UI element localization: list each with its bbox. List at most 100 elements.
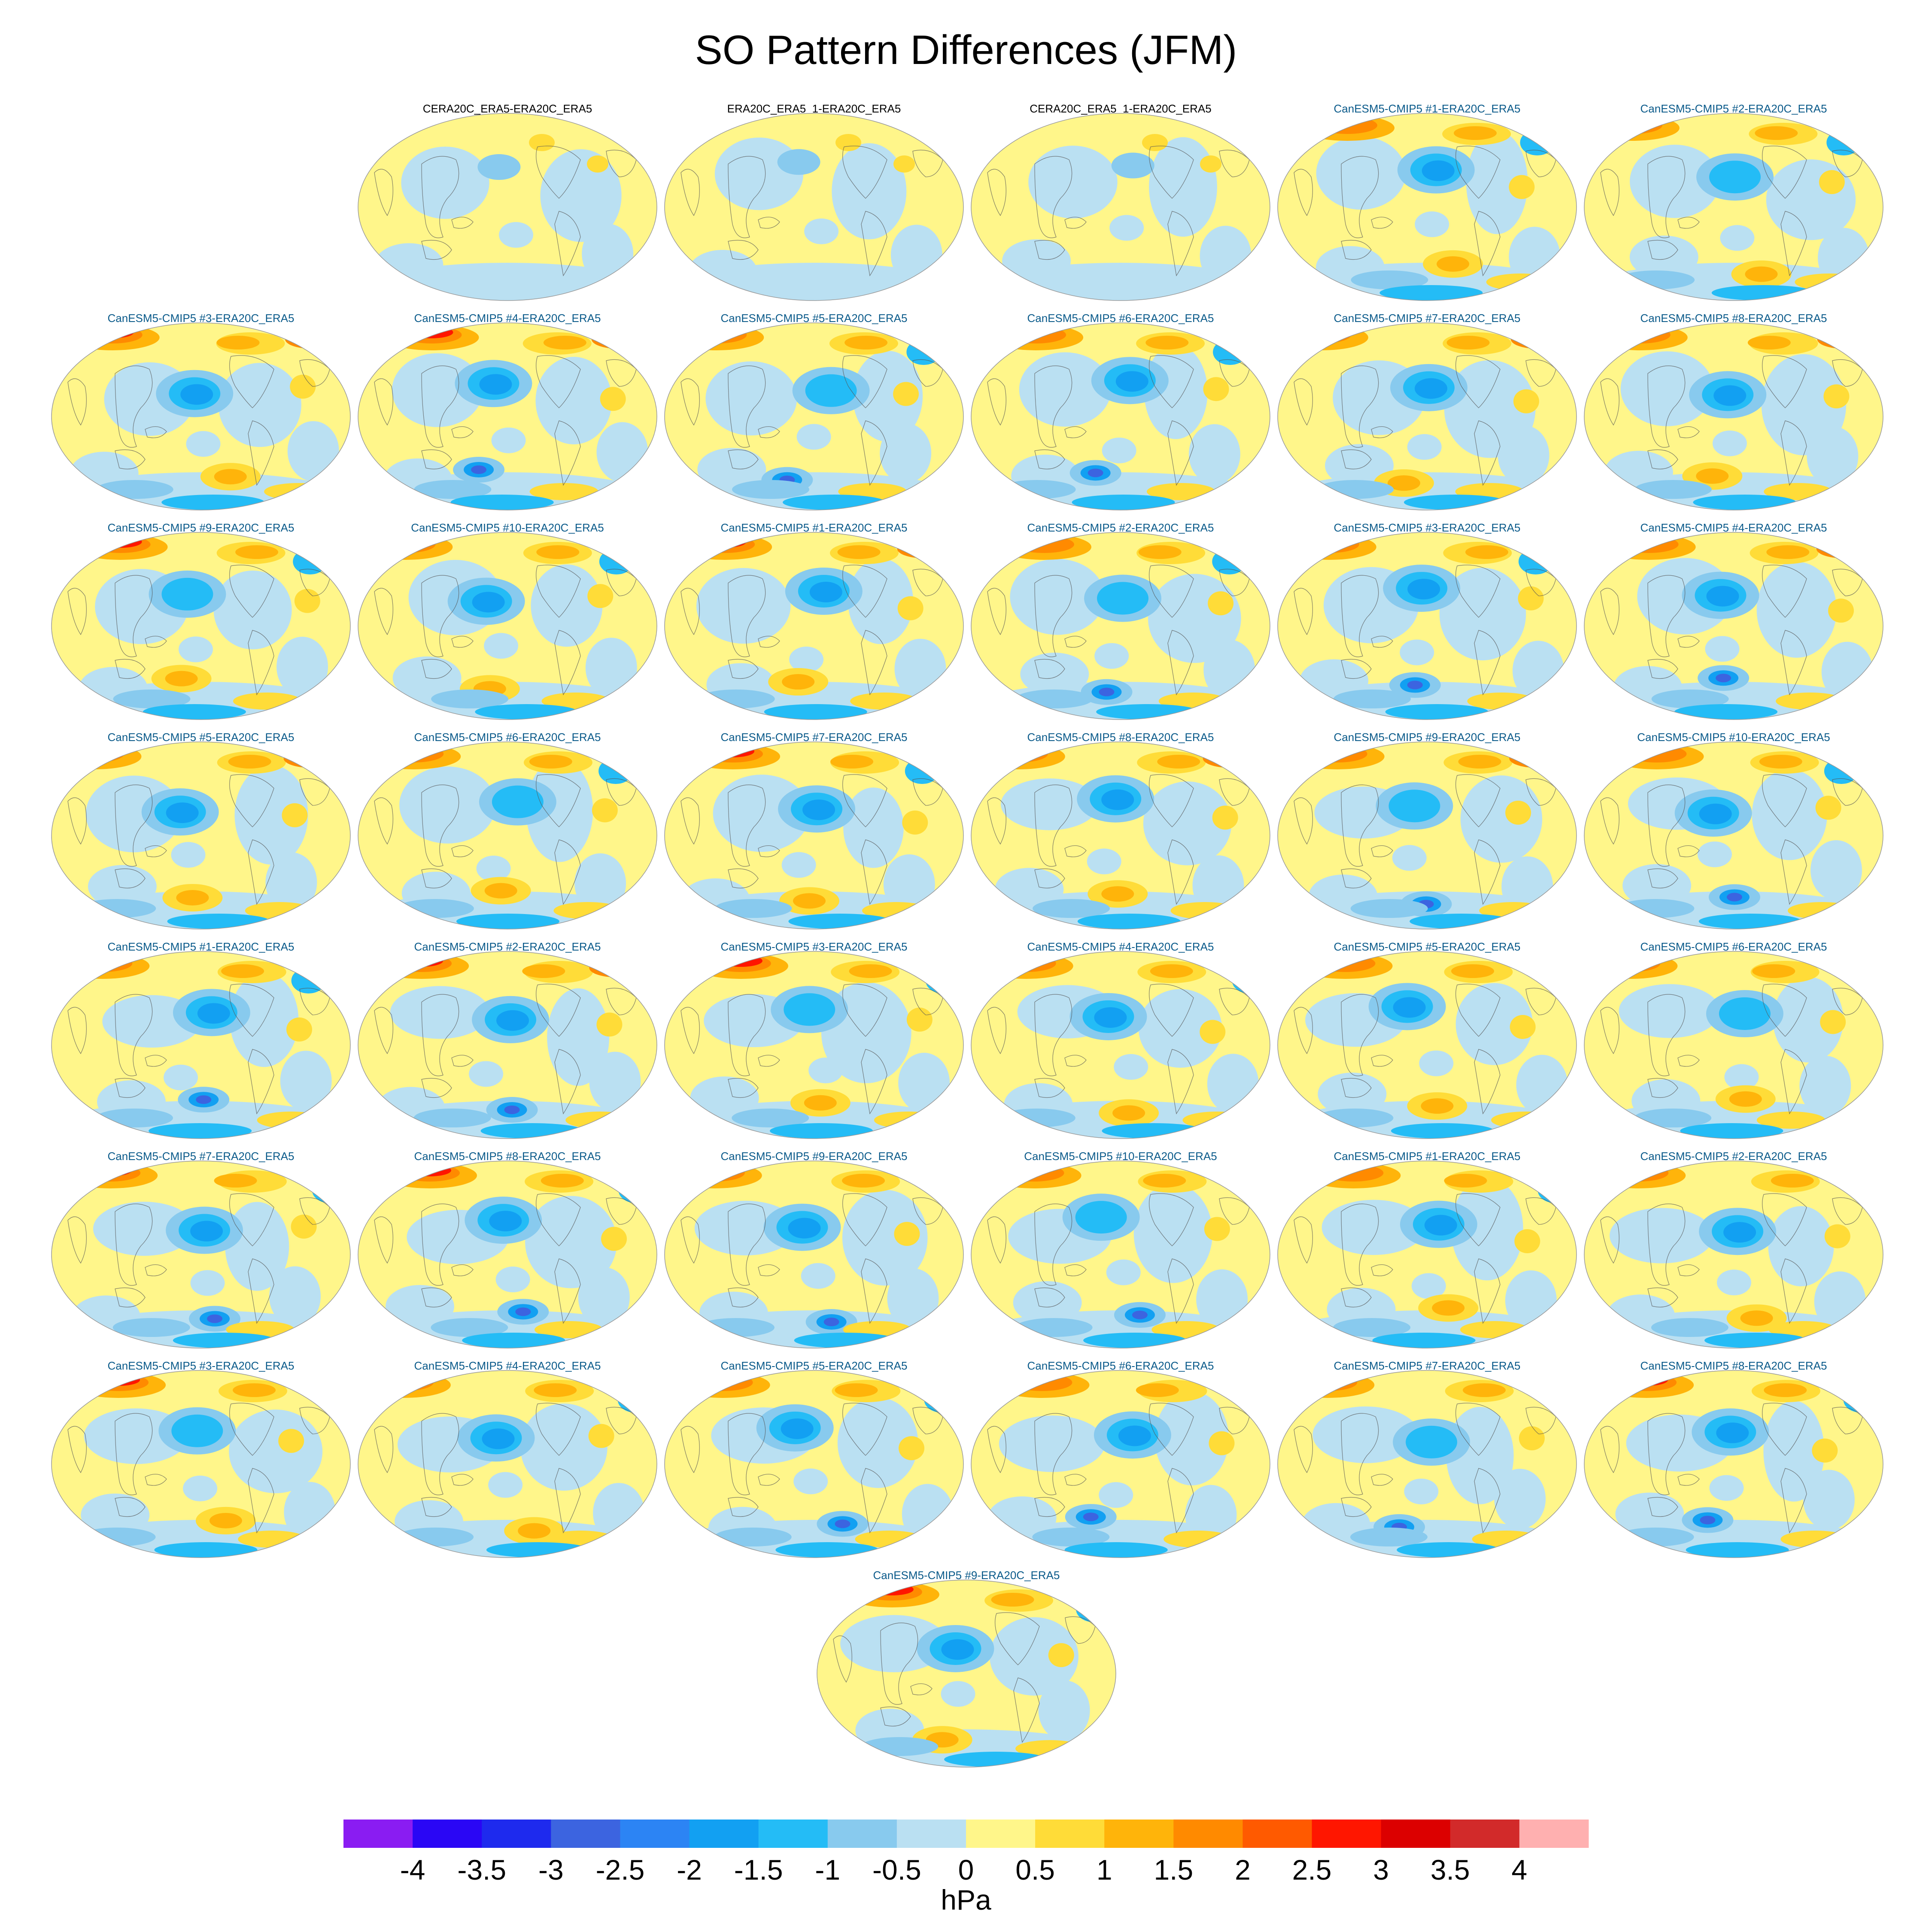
field-negative-region bbox=[789, 647, 824, 673]
coastline-south-america bbox=[1167, 1468, 1194, 1534]
field-positive-region bbox=[1626, 745, 1687, 762]
field-positive-region bbox=[238, 1531, 307, 1548]
coastline-africa bbox=[374, 169, 393, 216]
map-panel: CanESM5-CMIP5 #5-ERA20C_ERA5 bbox=[655, 1359, 973, 1570]
coastline-south-america bbox=[1167, 211, 1194, 276]
coastline-africa bbox=[1600, 1426, 1619, 1473]
map-outline bbox=[51, 1160, 351, 1349]
field-positive-region bbox=[1307, 745, 1367, 762]
field-negative-region bbox=[1001, 778, 1099, 830]
field-negative-region bbox=[475, 704, 578, 720]
coastline-australia bbox=[115, 1497, 146, 1517]
coastline-indonesia bbox=[1371, 845, 1393, 857]
coastline-europe bbox=[912, 778, 943, 806]
coastline-australia bbox=[728, 1078, 759, 1098]
field-negative-region bbox=[697, 448, 766, 491]
field-positive-region bbox=[1203, 377, 1229, 401]
field-positive-region bbox=[1812, 1438, 1838, 1463]
coastline-asia bbox=[1341, 156, 1379, 238]
map-outline bbox=[1584, 1370, 1883, 1558]
field-negative-region bbox=[1400, 639, 1434, 665]
field-negative-region bbox=[781, 852, 816, 878]
field-negative-region bbox=[399, 766, 496, 844]
field-negative-region bbox=[808, 1057, 843, 1084]
field-negative-region bbox=[492, 785, 544, 818]
coastline-australia bbox=[1647, 1497, 1678, 1517]
field-negative-region bbox=[93, 1202, 195, 1256]
coastlines bbox=[1600, 565, 1863, 696]
field-positive-region bbox=[1509, 175, 1535, 199]
coastline-europe bbox=[1219, 149, 1250, 177]
field-negative-region bbox=[1724, 1064, 1759, 1090]
field-positive-region bbox=[916, 1168, 963, 1187]
panel-title: CanESM5-CMIP5 #5-ERA20C_ERA5 bbox=[720, 1359, 908, 1372]
map-svg bbox=[817, 1580, 1116, 1768]
field-positive-region bbox=[978, 953, 1073, 979]
coastline-south-america bbox=[1780, 1049, 1807, 1115]
coastlines bbox=[1294, 355, 1556, 486]
field-negative-region bbox=[207, 1314, 223, 1323]
coastline-australia bbox=[1647, 240, 1678, 260]
field-negative-region bbox=[1407, 680, 1423, 690]
coastline-south-america bbox=[861, 630, 887, 696]
coastline-south-america bbox=[1167, 1258, 1194, 1324]
field-negative-region bbox=[1111, 152, 1154, 179]
field-positive-region bbox=[302, 1377, 350, 1396]
field-negative-region bbox=[280, 1051, 332, 1111]
coastline-australia bbox=[1647, 1078, 1678, 1098]
coastline-africa bbox=[1600, 1007, 1619, 1054]
field-positive-region bbox=[384, 536, 427, 548]
coastline-europe bbox=[606, 359, 637, 387]
field-negative-region bbox=[1013, 1281, 1082, 1324]
field-negative-region bbox=[732, 1109, 809, 1127]
coastline-south-america bbox=[861, 1258, 887, 1324]
coastline-africa bbox=[1294, 1426, 1313, 1473]
field-positive-region bbox=[971, 744, 1065, 769]
field-negative-region bbox=[1312, 1406, 1419, 1464]
coastline-north-america bbox=[229, 1193, 274, 1246]
coastline-indonesia bbox=[1064, 1264, 1087, 1276]
coastline-indonesia bbox=[1064, 636, 1087, 648]
map-svg bbox=[358, 951, 657, 1139]
coastline-north-america bbox=[1762, 774, 1807, 827]
field-negative-region bbox=[1316, 137, 1406, 210]
coastlines bbox=[987, 1193, 1250, 1324]
coastline-europe bbox=[1525, 149, 1556, 177]
field-negative-region bbox=[213, 570, 292, 650]
map-svg bbox=[664, 1160, 964, 1349]
field-positive-region bbox=[1203, 749, 1255, 768]
coastline-indonesia bbox=[145, 1264, 167, 1276]
map-outline bbox=[1277, 951, 1577, 1139]
field-positive-region bbox=[209, 1513, 242, 1528]
field-positive-region bbox=[894, 1222, 920, 1246]
map-outline bbox=[817, 1580, 1116, 1768]
map-svg bbox=[358, 741, 657, 930]
map-outline bbox=[1277, 741, 1577, 930]
map-svg bbox=[1277, 951, 1577, 1139]
field-negative-region bbox=[1391, 1123, 1494, 1139]
coastline-europe bbox=[1525, 1406, 1556, 1434]
map-panel: CanESM5-CMIP5 #9-ERA20C_ERA5 bbox=[655, 1150, 973, 1360]
panel-title: CanESM5-CMIP5 #4-ERA20C_ERA5 bbox=[1027, 940, 1214, 953]
field-positive-region bbox=[1006, 326, 1066, 343]
field-positive-region bbox=[842, 1174, 885, 1188]
field-positive-region bbox=[518, 1523, 551, 1539]
field-negative-region bbox=[1719, 997, 1771, 1030]
field-positive-region bbox=[81, 955, 124, 967]
coastline-europe bbox=[1219, 778, 1250, 806]
field-negative-region bbox=[837, 1397, 918, 1488]
field-negative-region bbox=[1411, 1273, 1446, 1299]
coastline-asia bbox=[728, 994, 766, 1076]
map-panel: CanESM5-CMIP5 #4-ERA20C_ERA5 bbox=[349, 1359, 666, 1570]
field-positive-region bbox=[1616, 1374, 1677, 1391]
coastline-asia bbox=[880, 1622, 918, 1705]
field-negative-region bbox=[617, 1387, 652, 1413]
field-negative-region bbox=[688, 249, 757, 293]
map-svg bbox=[358, 1160, 657, 1349]
field-negative-region bbox=[770, 1123, 873, 1139]
field-positive-region bbox=[1591, 1163, 1686, 1188]
coastline-indonesia bbox=[1064, 217, 1087, 229]
field-positive-region bbox=[358, 1372, 451, 1398]
field-negative-region bbox=[1076, 1596, 1111, 1622]
field-positive-region bbox=[1747, 336, 1791, 349]
